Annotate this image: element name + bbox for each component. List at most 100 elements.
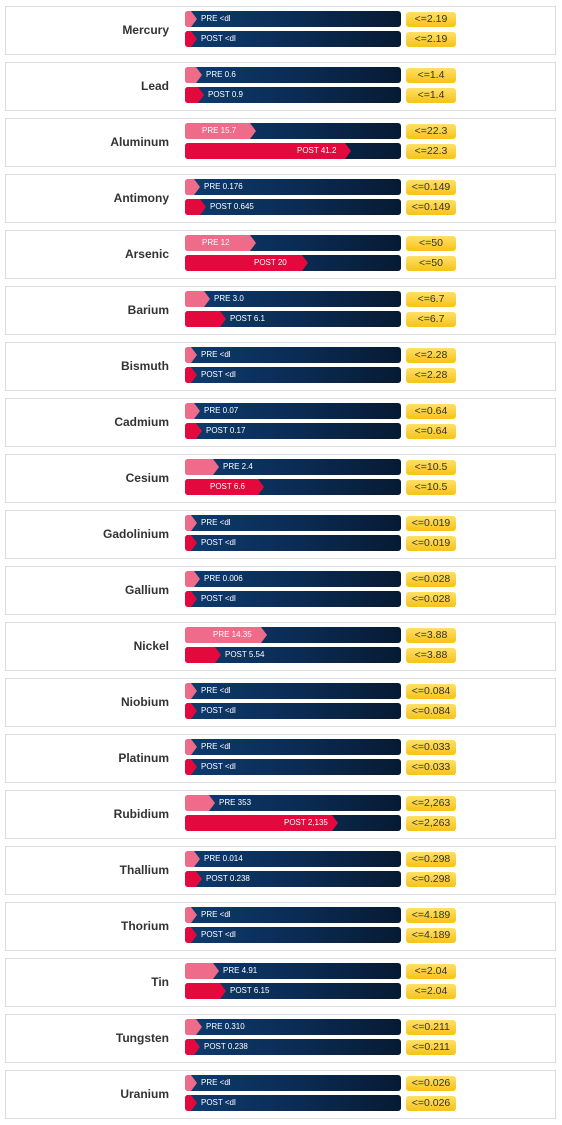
- pre-bar: [185, 11, 191, 27]
- pre-value-label: PRE 0.006: [204, 574, 243, 583]
- post-bar: [185, 367, 191, 383]
- post-bar: [185, 815, 332, 831]
- element-card: Tungsten PRE 0.310 <=0.211 POST 0.238 <=0.21…: [5, 1014, 556, 1063]
- pre-bar: [185, 1019, 196, 1035]
- pre-value-label: PRE 0.176: [204, 182, 243, 191]
- pre-value-label: PRE <dl: [201, 14, 231, 23]
- post-bar-tip: [191, 31, 197, 47]
- pre-value-label: PRE 12: [202, 238, 230, 247]
- post-bar: [185, 311, 220, 327]
- limit-badge: <=10.5: [406, 480, 456, 495]
- pre-track: PRE <dl: [185, 683, 401, 699]
- post-bar: [185, 479, 258, 495]
- post-bar-tip: [191, 591, 197, 607]
- post-track: POST 0.238: [185, 1039, 401, 1055]
- limit-badge: <=1.4: [406, 68, 456, 83]
- post-bar: [185, 255, 302, 271]
- pre-bar: [185, 403, 194, 419]
- pre-track: PRE 0.310: [185, 1019, 401, 1035]
- post-value-label: POST 2,135: [284, 818, 328, 827]
- post-value-label: POST 6.1: [230, 314, 265, 323]
- post-bar: [185, 927, 191, 943]
- post-track: POST 41.2: [185, 143, 401, 159]
- limit-badge: <=2.04: [406, 984, 456, 999]
- pre-bar-tip: [194, 403, 200, 419]
- pre-bar: [185, 739, 191, 755]
- pre-bar-tip: [196, 67, 202, 83]
- element-label: Thallium: [119, 863, 169, 877]
- pre-value-label: PRE 14.35: [213, 630, 252, 639]
- pre-bar-tip: [196, 1019, 202, 1035]
- post-bar: [185, 87, 198, 103]
- post-track: POST <dl: [185, 703, 401, 719]
- pre-bar-tip: [250, 235, 256, 251]
- pre-value-label: PRE 15.7: [202, 126, 237, 135]
- pre-bar-tip: [191, 683, 197, 699]
- pre-value-label: PRE 0.6: [206, 70, 236, 79]
- pre-bar-tip: [191, 907, 197, 923]
- post-value-label: POST <dl: [201, 370, 236, 379]
- pre-track: PRE 3.0: [185, 291, 401, 307]
- pre-bar-tip: [209, 795, 215, 811]
- pre-bar-tip: [191, 11, 197, 27]
- pre-bar: [185, 291, 204, 307]
- pre-value-label: PRE 0.014: [204, 854, 243, 863]
- post-bar-tip: [191, 367, 197, 383]
- post-value-label: POST <dl: [201, 762, 236, 771]
- pre-bar: [185, 1075, 191, 1091]
- limit-badge: <=0.028: [406, 572, 456, 587]
- element-card: Bismuth PRE <dl <=2.28 POST <dl <=2.28: [5, 342, 556, 391]
- post-bar: [185, 535, 191, 551]
- limit-badge: <=1.4: [406, 88, 456, 103]
- pre-bar-tip: [261, 627, 267, 643]
- element-label: Uranium: [120, 1087, 169, 1101]
- limit-badge: <=0.033: [406, 740, 456, 755]
- pre-track: PRE 0.014: [185, 851, 401, 867]
- element-label: Thorium: [121, 919, 169, 933]
- post-bar-tip: [220, 311, 226, 327]
- element-card: Cesium PRE 2.4 <=10.5 POST 6.6 <=10.5: [5, 454, 556, 503]
- pre-track: PRE <dl: [185, 347, 401, 363]
- element-card: Arsenic PRE 12 <=50 POST 20 <=50: [5, 230, 556, 279]
- pre-value-label: PRE <dl: [201, 1078, 231, 1087]
- element-card: Uranium PRE <dl <=0.026 POST <dl <=0.026: [5, 1070, 556, 1119]
- pre-track: PRE 4.91: [185, 963, 401, 979]
- element-label: Antimony: [113, 191, 169, 205]
- post-track: POST <dl: [185, 927, 401, 943]
- pre-bar: [185, 627, 261, 643]
- limit-badge: <=22.3: [406, 144, 456, 159]
- limit-badge: <=0.084: [406, 704, 456, 719]
- pre-value-label: PRE <dl: [201, 518, 231, 527]
- post-track: POST <dl: [185, 31, 401, 47]
- post-track: POST 0.645: [185, 199, 401, 215]
- pre-bar: [185, 347, 191, 363]
- post-bar-tip: [191, 759, 197, 775]
- element-card: Aluminum PRE 15.7 <=22.3 POST 41.2 <=22.3: [5, 118, 556, 167]
- element-label: Lead: [140, 79, 169, 93]
- post-track: POST <dl: [185, 535, 401, 551]
- post-bar: [185, 199, 200, 215]
- pre-track: PRE 14.35: [185, 627, 401, 643]
- element-label: Cesium: [125, 471, 169, 485]
- element-card: Tin PRE 4.91 <=2.04 POST 6.15 <=2.04: [5, 958, 556, 1007]
- post-track: POST 20: [185, 255, 401, 271]
- limit-badge: <=2.19: [406, 32, 456, 47]
- post-bar: [185, 647, 215, 663]
- limit-badge: <=0.028: [406, 592, 456, 607]
- post-bar-tip: [198, 87, 204, 103]
- pre-track: PRE 0.07: [185, 403, 401, 419]
- pre-value-label: PRE 353: [219, 798, 252, 807]
- pre-value-label: PRE 2.4: [223, 462, 253, 471]
- limit-badge: <=3.88: [406, 628, 456, 643]
- post-track: POST 0.9: [185, 87, 401, 103]
- post-bar-tip: [215, 647, 221, 663]
- element-card: Cadmium PRE 0.07 <=0.64 POST 0.17 <=0.64: [5, 398, 556, 447]
- limit-badge: <=0.033: [406, 760, 456, 775]
- pre-value-label: PRE 4.91: [223, 966, 258, 975]
- limit-badge: <=0.019: [406, 536, 456, 551]
- post-value-label: POST 0.9: [208, 90, 243, 99]
- post-value-label: POST <dl: [201, 594, 236, 603]
- element-card: Nickel PRE 14.35 <=3.88 POST 5.54 <=3.88: [5, 622, 556, 671]
- post-value-label: POST 20: [254, 258, 287, 267]
